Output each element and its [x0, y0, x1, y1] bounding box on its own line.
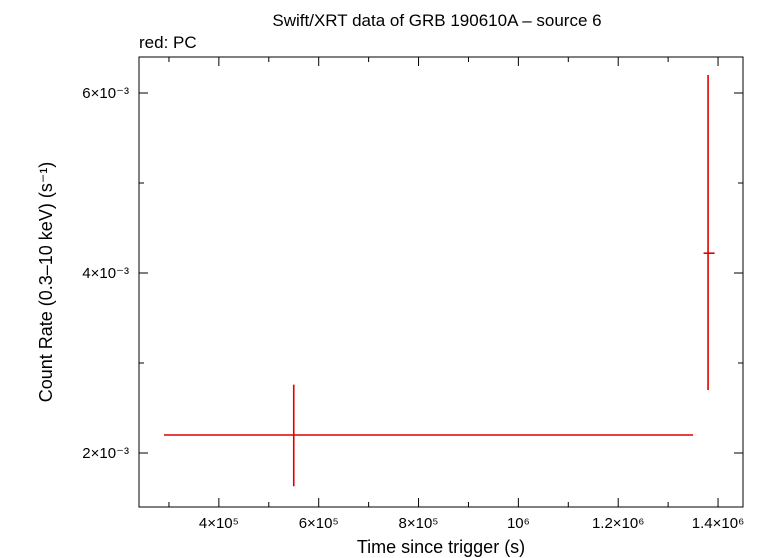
x-tick-label: 6×10⁵	[299, 515, 339, 532]
x-tick-label: 8×10⁵	[399, 515, 439, 532]
chart-title: Swift/XRT data of GRB 190610A – source 6	[272, 11, 601, 30]
y-tick-label: 2×10⁻³	[82, 445, 129, 462]
x-tick-label: 1.2×10⁶	[592, 515, 644, 532]
data-point	[703, 75, 715, 390]
y-axis-label: Count Rate (0.3–10 keV) (s⁻¹)	[36, 162, 56, 403]
x-tick-label: 10⁶	[507, 515, 530, 532]
x-tick-label: 1.4×10⁶	[692, 515, 744, 532]
data-point	[163, 384, 694, 487]
y-tick-label: 6×10⁻³	[82, 85, 129, 102]
x-axis-label: Time since trigger (s)	[357, 537, 525, 557]
y-tick-label: 4×10⁻³	[82, 265, 129, 282]
x-tick-label: 4×10⁵	[199, 515, 239, 532]
chart-subtitle: red: PC	[139, 33, 197, 52]
axis-ticks: 4×10⁵ 6×10⁵ 8×10⁵ 10⁶ 1.2×10⁶ 1.4×10⁶ 2×10⁻³ 4×…	[82, 57, 744, 532]
plot-frame	[138, 56, 744, 508]
data-series	[163, 75, 715, 487]
